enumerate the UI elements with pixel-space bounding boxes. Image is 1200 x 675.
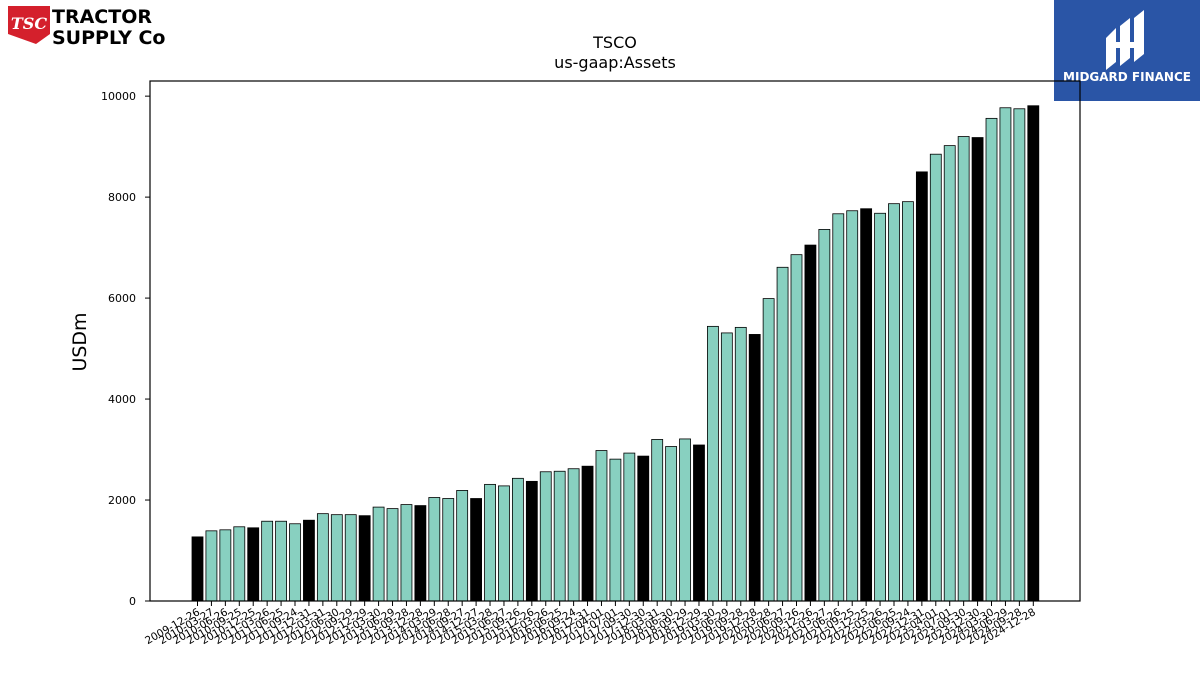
bar-2010-03-27 <box>205 530 218 602</box>
bar-2021-09-25 <box>846 210 859 602</box>
bar-2018-12-29 <box>693 444 705 602</box>
chart-title: TSCO <box>592 33 637 52</box>
bar-2012-06-30 <box>330 514 343 602</box>
bar-2011-09-24 <box>289 523 301 602</box>
logo-line-supply: SUPPLY Co <box>52 27 165 48</box>
bar-2014-03-29 <box>428 497 441 602</box>
bar-2014-12-27 <box>470 498 483 602</box>
y-tick-label: 4000 <box>108 393 136 406</box>
logo-line-tractor: TRACTOR <box>52 6 152 28</box>
bar-2020-06-27 <box>776 266 789 602</box>
bar-2022-03-26 <box>874 212 886 602</box>
y-tick-label: 0 <box>129 595 136 608</box>
midgard-finance-text: MIDGARD FINANCE <box>1063 70 1191 84</box>
bar-2013-12-28 <box>414 505 427 602</box>
y-tick-label: 10000 <box>101 90 136 103</box>
bar-2012-12-29 <box>358 515 371 602</box>
bar-2019-03-30 <box>707 325 719 602</box>
bar-2013-09-28 <box>400 504 413 602</box>
bar-2024-12-28 <box>1027 105 1040 602</box>
bar-2023-12-30 <box>971 137 984 602</box>
bar-2015-03-28 <box>484 483 496 602</box>
bar-2016-03-26 <box>539 471 552 602</box>
bar-2013-06-29 <box>386 508 399 602</box>
tsc-badge-shape <box>8 6 50 44</box>
bar-2009-12-26 <box>191 536 204 602</box>
bar-2016-12-31 <box>581 465 594 602</box>
midgard-emblem-icon <box>1106 10 1144 70</box>
bar-2020-09-26 <box>790 254 803 602</box>
bar-2023-04-01 <box>929 153 942 602</box>
plot-frame <box>149 80 1081 602</box>
y-tick-label: 8000 <box>108 191 136 204</box>
bar-2015-12-26 <box>525 480 538 602</box>
bar-2015-09-26 <box>511 477 524 602</box>
bar-2010-06-26 <box>219 529 232 602</box>
bar-2020-03-28 <box>762 298 775 602</box>
bar-2024-09-28 <box>1013 108 1026 602</box>
bar-2021-06-26 <box>832 213 845 602</box>
y-axis-label: USDm <box>69 312 91 371</box>
bar-2021-03-27 <box>818 229 831 602</box>
bar-2023-07-01 <box>943 145 956 602</box>
bar-2013-03-30 <box>372 506 385 602</box>
bar-2017-07-01 <box>609 458 622 602</box>
y-tick-label: 6000 <box>108 292 136 305</box>
bar-2016-09-24 <box>567 468 580 602</box>
bar-2019-09-28 <box>734 326 747 602</box>
bar-2015-06-27 <box>498 485 510 602</box>
chart-subtitle: us-gaap:Assets <box>554 53 676 72</box>
bar-2016-06-25 <box>553 470 566 602</box>
bar-2011-12-31 <box>303 519 315 602</box>
bar-2019-06-29 <box>720 332 733 602</box>
bar-2010-09-25 <box>233 526 246 602</box>
bar-2017-04-01 <box>595 450 608 602</box>
bar-2022-09-24 <box>902 201 914 602</box>
bar-2022-12-31 <box>915 171 928 602</box>
bar-series <box>191 105 1040 602</box>
bar-2021-12-25 <box>860 208 873 602</box>
tractor-supply-logo: TSC TRACTOR SUPPLY Co <box>6 4 166 49</box>
bar-2024-06-29 <box>999 107 1012 602</box>
bar-2018-09-29 <box>679 438 691 602</box>
bar-2018-03-31 <box>651 439 664 602</box>
y-axis: 0 2000 4000 6000 8000 10000 <box>101 90 150 608</box>
midgard-finance-logo: MIDGARD FINANCE <box>1054 0 1200 101</box>
y-tick-label: 2000 <box>108 494 136 507</box>
bar-2012-09-29 <box>344 514 357 602</box>
bar-2014-06-28 <box>442 498 455 602</box>
tsc-badge-text: TSC <box>11 14 47 33</box>
bar-2024-03-30 <box>985 117 998 602</box>
bar-2011-03-26 <box>261 520 274 602</box>
x-axis: 2009-12-262010-03-272010-06-262010-09-25… <box>143 601 1038 647</box>
bar-2014-09-27 <box>456 490 469 602</box>
bar-2020-12-26 <box>804 244 817 602</box>
bar-2018-06-30 <box>665 446 678 602</box>
bar-2022-06-25 <box>888 203 900 602</box>
bar-2011-06-25 <box>275 520 287 602</box>
bar-2019-12-28 <box>748 334 761 602</box>
bar-2010-12-25 <box>247 527 260 602</box>
bar-2012-03-31 <box>316 513 329 602</box>
bar-2017-12-30 <box>637 455 650 602</box>
bar-2023-09-30 <box>957 136 970 602</box>
bar-2017-09-30 <box>623 452 636 602</box>
